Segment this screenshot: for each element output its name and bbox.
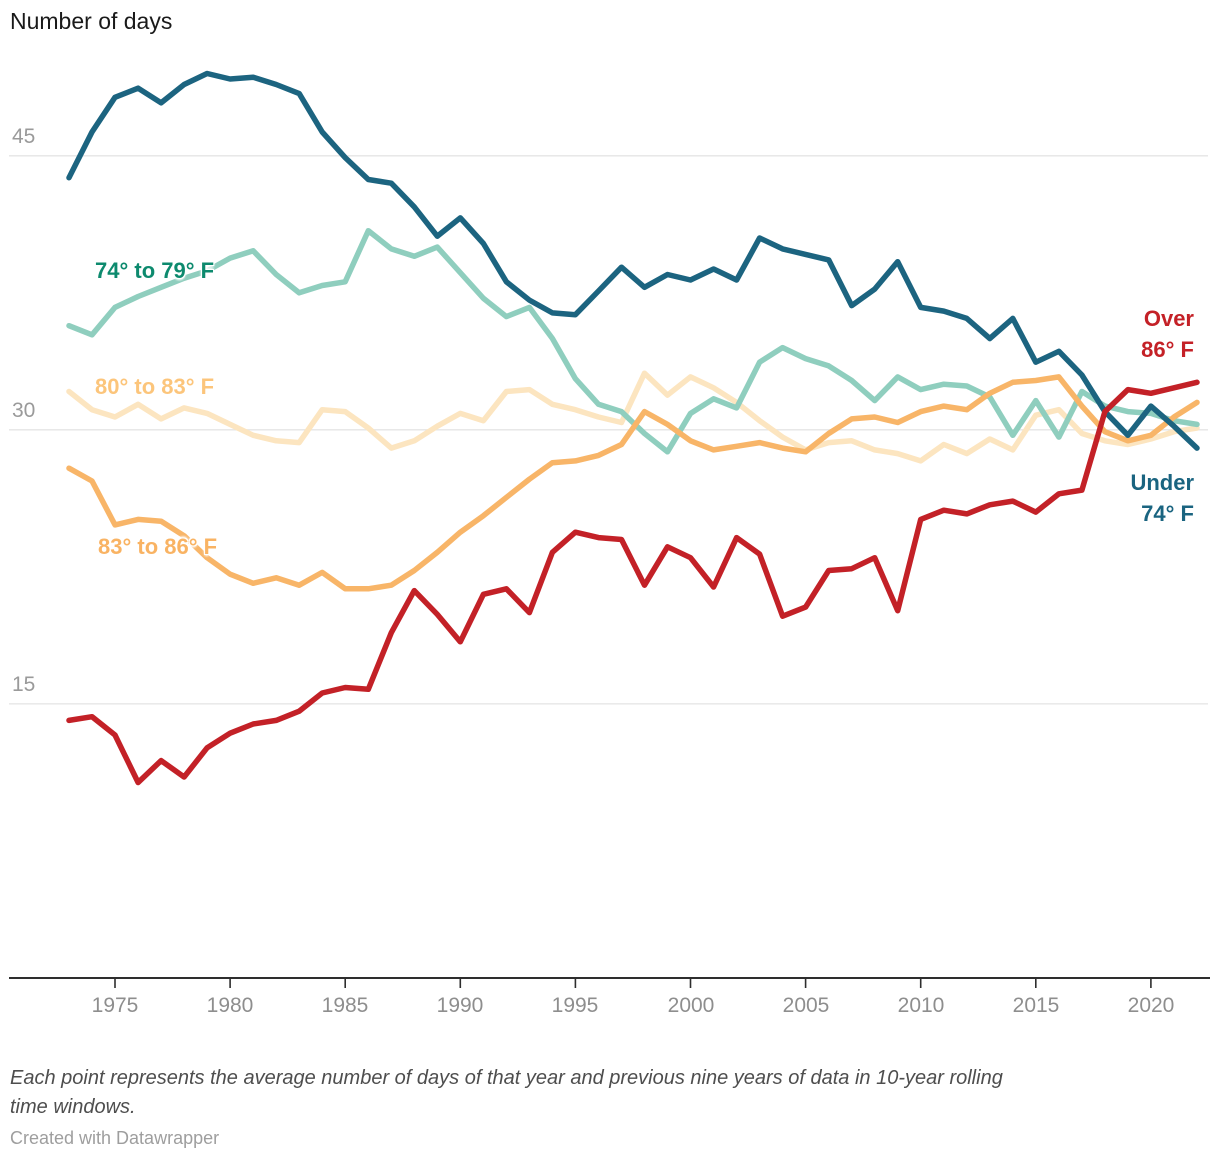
- y-axis-label-15: 15: [12, 672, 36, 696]
- x-axis-label-1985: 1985: [321, 994, 369, 1017]
- y-axis-label-30: 30: [12, 398, 36, 422]
- y-axis-label-45: 45: [12, 124, 36, 148]
- series-label-over-86-line2: 86° F: [1141, 337, 1194, 363]
- x-axis-label-1995: 1995: [551, 994, 599, 1017]
- series-label-under-74-line1: Under: [1130, 470, 1194, 495]
- x-axis-label-2010: 2010: [897, 994, 945, 1017]
- series-line-74-to-79-f: [66, 227, 1200, 455]
- datawrapper-credit: Created with Datawrapper: [10, 1128, 220, 1148]
- chart-footnote-line2: time windows.: [10, 1096, 136, 1118]
- x-axis-label-2005: 2005: [782, 994, 830, 1017]
- series-label-83-to-86: 83° to 86° F: [98, 534, 218, 559]
- x-axis-label-2020: 2020: [1127, 994, 1175, 1017]
- x-axis-label-1980: 1980: [206, 994, 254, 1017]
- series-label-74-to-79: 74° to 79° F: [95, 258, 215, 283]
- series-label-over-86-line1: Over: [1143, 306, 1194, 331]
- series-label-under-74-line2: 74° F: [1141, 501, 1194, 527]
- x-axis-label-2000: 2000: [667, 994, 715, 1017]
- x-axis-label-1990: 1990: [436, 994, 484, 1017]
- x-axis-label-2015: 2015: [1012, 994, 1060, 1017]
- series-line-80-to-83-f: [66, 370, 1200, 464]
- series-label-under-74: Under 74° F: [1130, 467, 1194, 529]
- chart-footnote: Each point represents the average number…: [10, 1064, 1200, 1122]
- series-line-under-74-f: [66, 70, 1200, 451]
- chart-footnote-line1: Each point represents the average number…: [10, 1067, 1003, 1089]
- series-line-83-to-86-f: [66, 374, 1200, 592]
- x-axis-label-1975: 1975: [91, 994, 139, 1017]
- page-title: Number of days: [10, 8, 173, 34]
- series-label-80-to-83: 80° to 83° F: [95, 374, 215, 399]
- series-line-over-86-f: [66, 379, 1200, 786]
- series-label-over-86: Over 86° F: [1141, 303, 1194, 365]
